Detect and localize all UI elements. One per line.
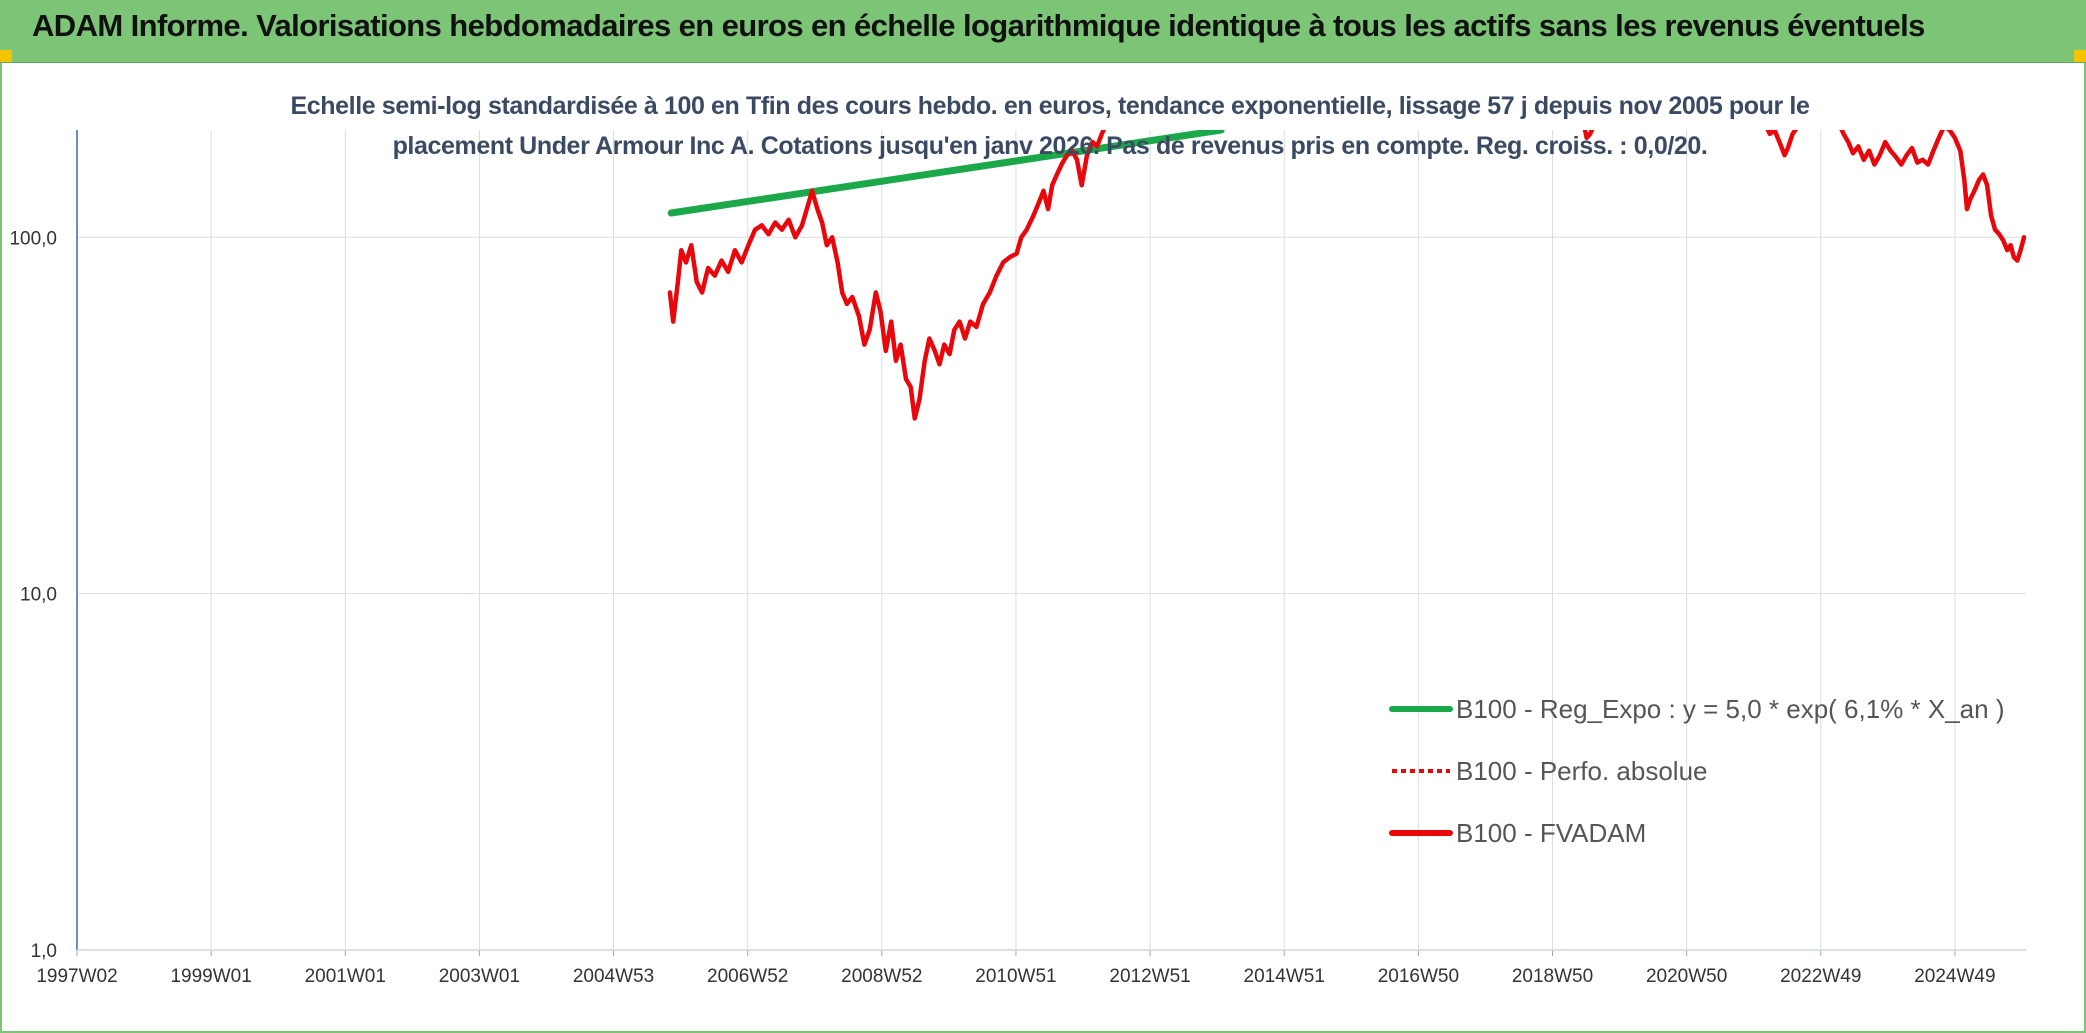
x-tick-label: 2014W51	[1244, 966, 1325, 987]
x-tick-label: 2003W01	[439, 966, 520, 987]
axes: 1997W02 1999W01 2001W01 2003W01 2004W53 2006W…	[9, 130, 2026, 987]
x-tick-label: 2022W49	[1780, 966, 1861, 987]
grid-lines	[76, 130, 2026, 951]
x-tick-label: 2020W50	[1646, 966, 1727, 987]
x-tick-label: 2006W52	[707, 966, 788, 987]
x-tick-label: 1999W01	[170, 966, 251, 987]
x-tick-label: 2016W50	[1378, 966, 1459, 987]
series-line-3	[667, 130, 2027, 421]
x-tick-label: 2001W01	[305, 966, 386, 987]
legend: B100 - Reg_Expo : y = 5,0 * exp( 6,1% * …	[1389, 694, 2005, 848]
legend-label-1: B100 - Reg_Expo : y = 5,0 * exp( 6,1% * …	[1456, 694, 2005, 724]
series-line-1	[667, 130, 1225, 217]
x-tick-label: 1997W02	[36, 966, 117, 987]
x-tick-label: 2010W51	[975, 966, 1056, 987]
x-tick-label: 2018W50	[1512, 966, 1593, 987]
legend-label-2: B100 - Perfo. absolue	[1456, 756, 1708, 786]
chart-title: Echelle semi-log standardisée à 100 en T…	[290, 92, 1810, 160]
series-group	[667, 130, 2027, 421]
report-title: ADAM Informe. Valorisations hebdomadaire…	[32, 8, 1925, 43]
corner-marker-left	[0, 50, 12, 62]
x-tick-label: 2008W52	[841, 966, 922, 987]
y-tick-label: 10,0	[20, 585, 57, 606]
legend-label-3: B100 - FVADAM	[1456, 818, 1646, 848]
corner-marker-right	[2074, 50, 2086, 62]
x-tick-label: 2012W51	[1109, 966, 1190, 987]
y-tick-label: 1,0	[31, 941, 57, 962]
y-tick-label: 100,0	[9, 228, 57, 249]
report-header: ADAM Informe. Valorisations hebdomadaire…	[0, 0, 2086, 63]
x-tick-label: 2004W53	[573, 966, 654, 987]
x-tick-label: 2024W49	[1914, 966, 1995, 987]
